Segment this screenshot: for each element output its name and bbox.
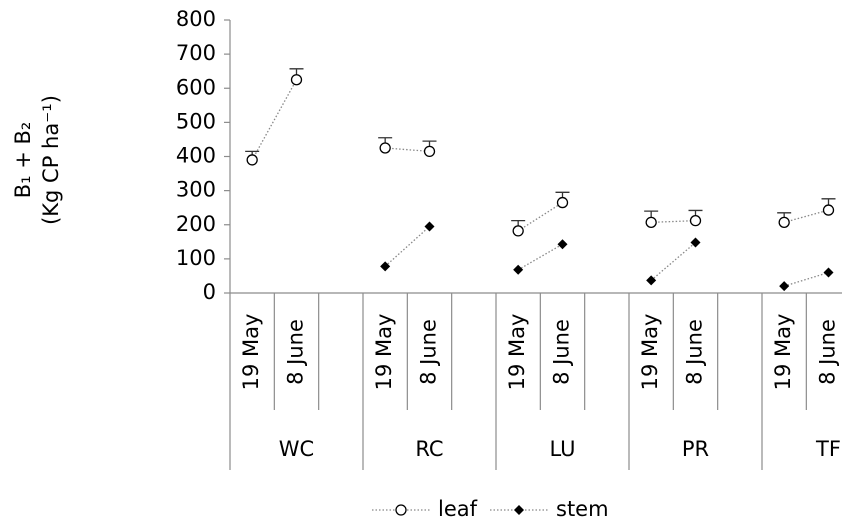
data-point — [246, 154, 258, 166]
y-tick-label: 400 — [176, 144, 216, 168]
y-axis-title-line: (Kg CP ha⁻¹) — [39, 95, 63, 225]
legend-marker — [514, 505, 524, 515]
group-label: RC — [415, 437, 443, 461]
x-tick-label: 19 May — [239, 314, 263, 391]
data-point — [424, 221, 435, 232]
data-point — [690, 237, 701, 248]
y-tick-label: 0 — [203, 280, 216, 304]
data-point — [380, 261, 391, 272]
data-point — [823, 267, 834, 278]
data-point — [423, 145, 436, 158]
data-point — [646, 275, 657, 286]
legend-label: leaf — [438, 497, 478, 521]
y-tick-label: 700 — [176, 41, 216, 65]
x-tick-label: 8 June — [816, 319, 840, 385]
data-point — [290, 74, 303, 86]
data-point — [645, 216, 657, 229]
x-tick-label: 19 May — [372, 314, 396, 391]
x-tick-label: 19 May — [505, 314, 529, 391]
y-tick-label: 800 — [176, 7, 216, 31]
y-tick-label: 300 — [176, 178, 216, 202]
y-tick-label: 200 — [176, 212, 216, 236]
data-point — [512, 225, 524, 237]
group-label: WC — [279, 437, 314, 461]
y-tick-label: 600 — [176, 75, 216, 99]
y-tick-label: 500 — [176, 109, 216, 133]
data-point — [822, 204, 835, 216]
legend-label: stem — [556, 497, 609, 521]
legend-item: stem — [490, 497, 609, 521]
group-label: LU — [549, 437, 575, 461]
data-point — [379, 142, 391, 154]
x-tick-label: 19 May — [638, 314, 662, 391]
x-tick-label: 8 June — [417, 319, 441, 385]
data-point — [779, 281, 790, 292]
x-tick-label: 8 June — [550, 319, 574, 385]
group-label: PR — [682, 437, 709, 461]
data-point — [557, 239, 568, 250]
y-tick-label: 100 — [176, 246, 216, 270]
series-line — [251, 79, 829, 232]
y-axis-title: B₁ + B₂ (Kg CP ha⁻¹) — [11, 95, 63, 225]
data-point — [556, 196, 569, 209]
data-point — [689, 215, 702, 227]
legend-marker — [395, 504, 407, 516]
x-tick-label: 8 June — [284, 319, 308, 385]
series-line — [384, 225, 829, 287]
x-tick-label: 19 May — [771, 314, 795, 391]
data-point — [778, 216, 790, 229]
x-tick-label: 8 June — [683, 319, 707, 385]
group-label: TF — [815, 437, 841, 461]
data-point — [513, 264, 524, 275]
legend-item: leaf — [372, 497, 478, 521]
y-axis-title-line: B₁ + B₂ — [11, 122, 35, 199]
